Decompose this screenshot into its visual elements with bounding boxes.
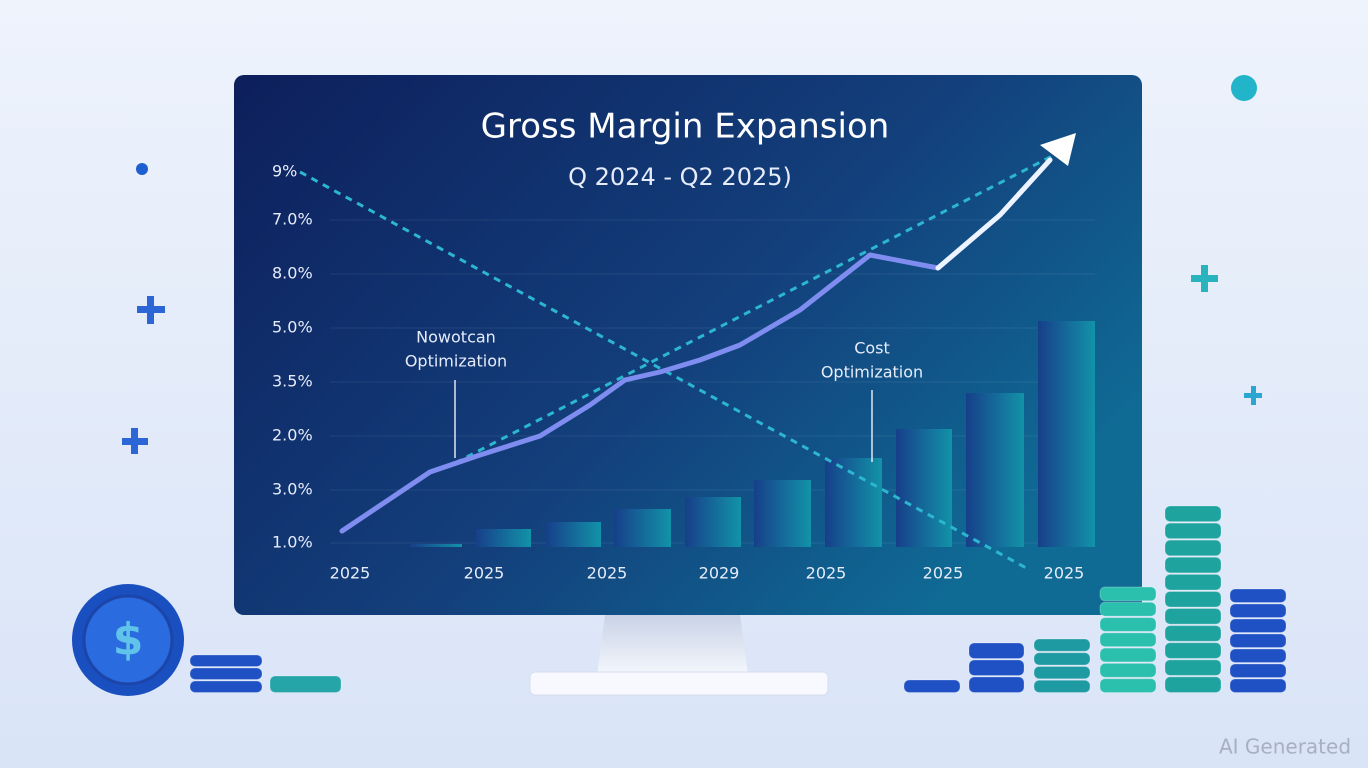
y-label: 7.0% [272, 210, 313, 229]
coin [1164, 590, 1222, 608]
coin [1099, 662, 1157, 678]
coin [1229, 633, 1287, 648]
y-label: 8.0% [272, 264, 313, 283]
bar [685, 497, 741, 547]
x-label: 2029 [699, 564, 740, 583]
coin [1164, 556, 1222, 574]
bars [410, 321, 1095, 547]
coin [189, 680, 263, 693]
coin [1164, 539, 1222, 557]
y-label: 9% [272, 162, 297, 181]
coin-stacks [189, 505, 1287, 694]
coin [1164, 625, 1222, 642]
coin [1099, 601, 1157, 617]
monitor-stand [597, 615, 748, 675]
coin [189, 667, 263, 680]
y-label: 3.0% [272, 480, 313, 499]
plus-icons [122, 296, 1262, 454]
x-label: 2025 [330, 564, 371, 583]
coin [1099, 647, 1157, 663]
coin [269, 675, 342, 693]
y-label: 3.5% [272, 372, 313, 391]
coin [968, 676, 1025, 693]
coin-symbol: $ [113, 614, 144, 665]
coin [1099, 586, 1157, 602]
annotation: Optimization [405, 352, 507, 371]
x-label: 2025 [923, 564, 964, 583]
x-label: 2025 [464, 564, 505, 583]
coin [1164, 505, 1222, 523]
x-label: 2025 [1044, 564, 1085, 583]
coin [189, 654, 263, 667]
annotation: Nowotcan [416, 328, 496, 347]
bar [896, 429, 952, 547]
annotation: Optimization [821, 363, 923, 382]
x-label: 2025 [587, 564, 628, 583]
coin [1164, 522, 1222, 540]
bar [410, 544, 462, 547]
coin [1164, 676, 1222, 694]
plus-icon [1191, 265, 1218, 292]
coin [1099, 678, 1157, 694]
bar [754, 480, 811, 547]
coin [968, 642, 1025, 659]
y-label: 2.0% [272, 426, 313, 445]
labels: 9% 7.0% 8.0% 5.0% 3.5% 2.0% 3.0% 1.0% 2025 2025 20… [272, 162, 1084, 583]
coin [1229, 648, 1287, 663]
coin [1099, 632, 1157, 648]
coin [1164, 573, 1222, 591]
x-label: 2025 [806, 564, 847, 583]
coin [1164, 642, 1222, 659]
trend-line [339, 157, 1053, 534]
dot [136, 163, 148, 175]
bar [476, 529, 531, 547]
coin [1033, 679, 1091, 693]
coin [1033, 666, 1091, 680]
coin [1229, 618, 1287, 633]
coin-face [82, 594, 174, 686]
dashed-trend [299, 170, 1031, 572]
chart-title: Gross Margin Expansion [481, 107, 890, 147]
coin [1099, 617, 1157, 632]
arrow-head [1040, 133, 1076, 166]
dashed-trend [454, 150, 1061, 465]
coin [968, 659, 1025, 676]
coin [1229, 663, 1287, 678]
bar [546, 522, 601, 547]
monitor-base [529, 671, 829, 696]
coin [1164, 659, 1222, 676]
bar [966, 393, 1024, 547]
bar [614, 509, 671, 547]
coin [1229, 678, 1287, 693]
coin [1033, 652, 1091, 666]
y-label: 5.0% [272, 318, 313, 337]
y-label: 1.0% [272, 533, 313, 552]
coin [1229, 588, 1287, 603]
coin [1164, 608, 1222, 625]
annotation: Cost [854, 339, 890, 358]
bar [1038, 321, 1095, 547]
coin [1033, 638, 1091, 652]
chart-subtitle: Q 2024 - Q2 2025) [568, 163, 792, 191]
trend-arrow [935, 157, 1053, 271]
coin [1229, 603, 1287, 618]
watermark: AI Generated [1219, 735, 1351, 759]
coin [903, 679, 961, 693]
dot [1231, 75, 1257, 101]
bar [825, 458, 882, 547]
